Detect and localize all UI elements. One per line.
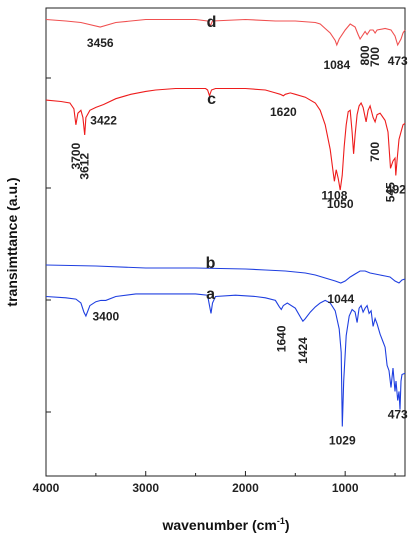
x-tick-label: 2000 <box>232 481 259 495</box>
series-line-b <box>45 264 406 284</box>
plot-frame <box>45 7 406 477</box>
series-name-b: b <box>206 255 216 272</box>
peak-label: 473 <box>388 408 408 422</box>
peak-label: 700 <box>368 47 382 67</box>
series-line-c <box>45 87 406 191</box>
peak-label: 3400 <box>92 309 119 323</box>
peak-label: 1424 <box>296 337 310 364</box>
x-tick-label: 4000 <box>33 481 60 495</box>
series-name-c: c <box>207 91 216 108</box>
series-name-a: a <box>206 286 215 303</box>
x-axis-title-sup: -1 <box>277 516 285 526</box>
peak-label: 1044 <box>327 292 354 306</box>
peak-label: 1084 <box>323 58 350 72</box>
peak-label: 1050 <box>327 197 354 211</box>
peak-label: 3456 <box>87 36 114 50</box>
y-axis-title: transimttance (a.u.) <box>4 177 20 306</box>
axis-ticks: 4000 3000 2000 1000 <box>33 77 396 495</box>
series-layer <box>45 18 406 427</box>
peak-label: 492 <box>386 183 406 197</box>
peak-label: 1640 <box>274 325 288 352</box>
peak-label: 3612 <box>78 153 92 180</box>
peak-label: 1620 <box>270 105 297 119</box>
peak-label: 800 <box>358 45 372 65</box>
series-name-d: d <box>207 14 217 31</box>
series-names: d c ba <box>206 14 217 303</box>
x-axis-title: wavenumber (cm-1) <box>161 516 289 533</box>
peak-label: 545 <box>384 182 398 202</box>
x-axis-title-main: wavenumber (cm <box>161 517 276 533</box>
x-tick-label: 1000 <box>332 481 359 495</box>
peak-label: 1029 <box>329 434 356 448</box>
peak-label: 473 <box>388 54 408 68</box>
x-tick-label: 3000 <box>132 481 159 495</box>
series-line-d <box>45 18 406 47</box>
peak-label: 3422 <box>90 113 117 127</box>
x-axis-title-tail: ) <box>285 517 290 533</box>
peak-label: 1108 <box>321 188 347 202</box>
peak-label: 3700 <box>69 142 83 169</box>
series-line-a <box>45 293 406 427</box>
peak-label: 700 <box>368 142 382 162</box>
